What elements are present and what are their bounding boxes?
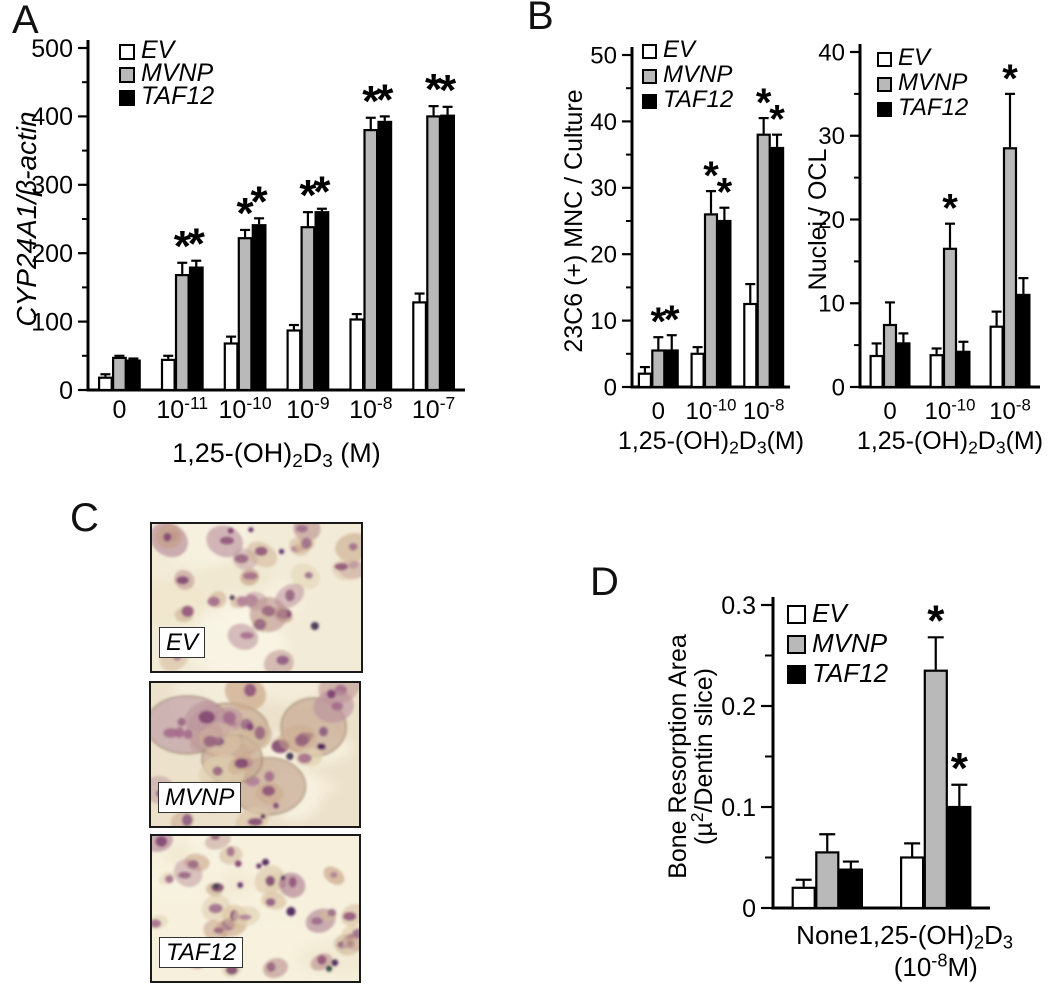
micrograph-mvnp-label: MVNP: [158, 782, 242, 813]
svg-text:0: 0: [742, 895, 756, 923]
svg-text:1,25-(OH)2D3(M): 1,25-(OH)2D3(M): [618, 427, 804, 458]
svg-text:1,25-(OH)2D3 (M): 1,25-(OH)2D3 (M): [172, 438, 381, 472]
svg-text:0: 0: [883, 398, 896, 425]
panel-c-label: C: [70, 496, 99, 540]
svg-text:(µ2/Dentin slice): (µ2/Dentin slice): [687, 668, 718, 845]
micrograph-taf12-label: TAF12: [159, 937, 244, 968]
svg-text:0.2: 0.2: [721, 693, 756, 721]
svg-text:300: 300: [31, 172, 73, 200]
svg-text:CYP24A1/β-actin: CYP24A1/β-actin: [11, 111, 42, 326]
svg-text:10: 10: [818, 291, 845, 318]
significance-asterisk: *: [174, 222, 192, 271]
micrograph-mvnp: MVNP: [149, 681, 361, 828]
chart-d-bone-resorption-bar-chart: 0 0.1 0.2 0.3 * * None 1,25-(OH)2D3(10-8M) Bone …: [664, 592, 1013, 982]
significance-asterisk: *: [756, 81, 772, 125]
svg-text:MVNP: MVNP: [141, 59, 214, 87]
svg-text:10-11: 10-11: [156, 393, 208, 424]
svg-text:None: None: [796, 920, 858, 950]
svg-text:EV: EV: [898, 44, 932, 71]
svg-text:10-8: 10-8: [743, 395, 785, 425]
svg-text:40: 40: [818, 39, 845, 66]
significance-asterisk: *: [188, 220, 206, 269]
svg-text:1,25-(OH)2D3(M): 1,25-(OH)2D3(M): [857, 427, 1043, 458]
svg-text:10-10: 10-10: [686, 395, 737, 425]
chart-b-nuclei-bar-chart: 0 10 20 30 40 * * 0 10-10 10-81,25-(OH)2D3(M) Nucl…: [804, 39, 1043, 458]
micrograph-taf12: TAF12: [150, 834, 361, 983]
micrograph-ev: EV: [150, 522, 363, 673]
svg-text:10-10: 10-10: [219, 393, 272, 424]
svg-text:10: 10: [590, 308, 617, 335]
svg-text:30: 30: [818, 123, 845, 150]
svg-text:40: 40: [590, 109, 617, 136]
svg-text:20: 20: [590, 242, 617, 269]
panel-d-label: D: [590, 560, 619, 604]
significance-asterisk: *: [951, 744, 969, 793]
svg-text:MVNP: MVNP: [812, 628, 888, 658]
svg-text:400: 400: [31, 103, 73, 131]
svg-text:0.1: 0.1: [721, 794, 756, 822]
svg-text:10-8: 10-8: [989, 395, 1031, 425]
svg-text:23C6 (+) MNC / Culture: 23C6 (+) MNC / Culture: [560, 89, 588, 352]
svg-text:30: 30: [590, 175, 617, 202]
significance-asterisk: *: [1002, 57, 1018, 101]
svg-text:MVNP: MVNP: [898, 69, 967, 96]
svg-text:1,25-(OH)2D3: 1,25-(OH)2D3: [858, 920, 1013, 953]
svg-text:10-8: 10-8: [349, 393, 392, 424]
significance-asterisk: *: [703, 154, 719, 198]
svg-text:0: 0: [832, 374, 845, 401]
svg-text:0: 0: [112, 396, 126, 424]
significance-asterisk: *: [376, 75, 394, 124]
svg-text:200: 200: [31, 240, 73, 268]
svg-text:10-9: 10-9: [286, 393, 329, 424]
significance-asterisk: *: [769, 98, 785, 142]
svg-text:EV: EV: [141, 36, 177, 64]
svg-text:0: 0: [604, 374, 617, 401]
svg-text:EV: EV: [663, 36, 697, 63]
panel-a-label: A: [12, 0, 39, 42]
significance-asterisk: *: [237, 189, 255, 238]
significance-asterisk: *: [251, 177, 269, 226]
svg-text:MVNP: MVNP: [663, 61, 732, 88]
significance-asterisk: *: [299, 171, 317, 220]
significance-asterisk: *: [362, 77, 380, 126]
significance-asterisk: *: [664, 298, 680, 342]
significance-asterisk: *: [927, 596, 945, 645]
significance-asterisk: *: [942, 187, 958, 231]
svg-text:EV: EV: [812, 598, 849, 628]
micrograph-ev-label: EV: [159, 627, 206, 658]
svg-text:0.3: 0.3: [721, 592, 756, 620]
svg-text:TAF12: TAF12: [663, 86, 733, 113]
svg-text:10-7: 10-7: [412, 393, 455, 424]
svg-text:Bone Resorption Area: Bone Resorption Area: [664, 634, 692, 879]
svg-text:TAF12: TAF12: [141, 82, 214, 110]
significance-asterisk: *: [439, 66, 457, 115]
svg-text:TAF12: TAF12: [812, 658, 889, 688]
significance-asterisk: *: [651, 300, 667, 344]
significance-asterisk: *: [425, 65, 443, 114]
svg-text:100: 100: [31, 308, 73, 336]
svg-text:(10-8M): (10-8M): [894, 951, 978, 982]
panel-b-label: B: [527, 0, 554, 38]
svg-text:0: 0: [59, 377, 73, 405]
svg-text:TAF12: TAF12: [898, 94, 968, 121]
significance-asterisk: *: [313, 168, 331, 217]
svg-text:500: 500: [31, 35, 73, 63]
svg-text:Nuclei / OCL: Nuclei / OCL: [804, 149, 832, 291]
significance-asterisk: *: [717, 171, 733, 215]
svg-text:10-10: 10-10: [925, 395, 976, 425]
svg-text:50: 50: [590, 42, 617, 69]
svg-text:0: 0: [652, 398, 665, 425]
svg-text:20: 20: [818, 207, 845, 234]
